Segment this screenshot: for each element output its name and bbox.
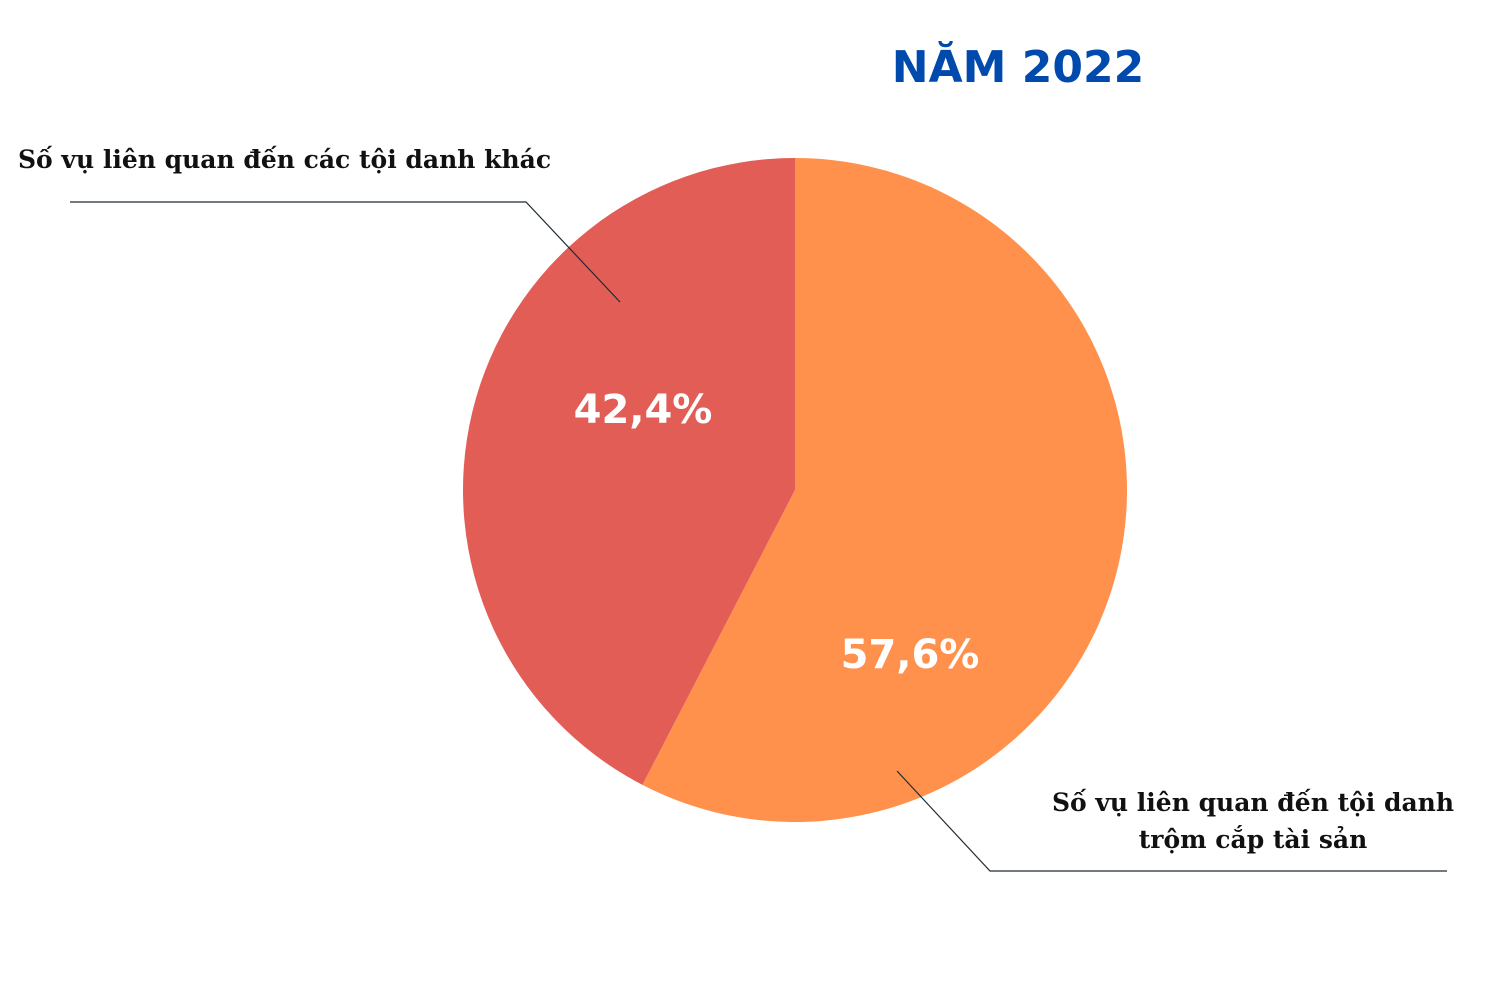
- leader-line-theft: [896, 770, 1447, 872]
- leader-lines: [70, 201, 1447, 872]
- category-label-other: Số vụ liên quan đến các tội danh khác: [18, 145, 551, 174]
- percent-label-theft: 57,6%: [841, 632, 980, 678]
- category-label-theft-line-1: Số vụ liên quan đến tội danh: [1052, 788, 1454, 817]
- leader-line-other: [70, 201, 621, 303]
- category-label-theft-line-2: trộm cắp tài sản: [1139, 825, 1368, 854]
- category-labels: Số vụ liên quan đến các tội danh khác Số…: [18, 145, 1454, 854]
- percent-label-other: 42,4%: [574, 387, 713, 433]
- chart-title: NĂM 2022: [892, 40, 1144, 93]
- percent-labels: 57,6% 42,4%: [574, 387, 980, 678]
- pie-slices: [462, 158, 1127, 822]
- pie-slice-other: [462, 158, 795, 785]
- pie-slice-theft: [642, 158, 1127, 822]
